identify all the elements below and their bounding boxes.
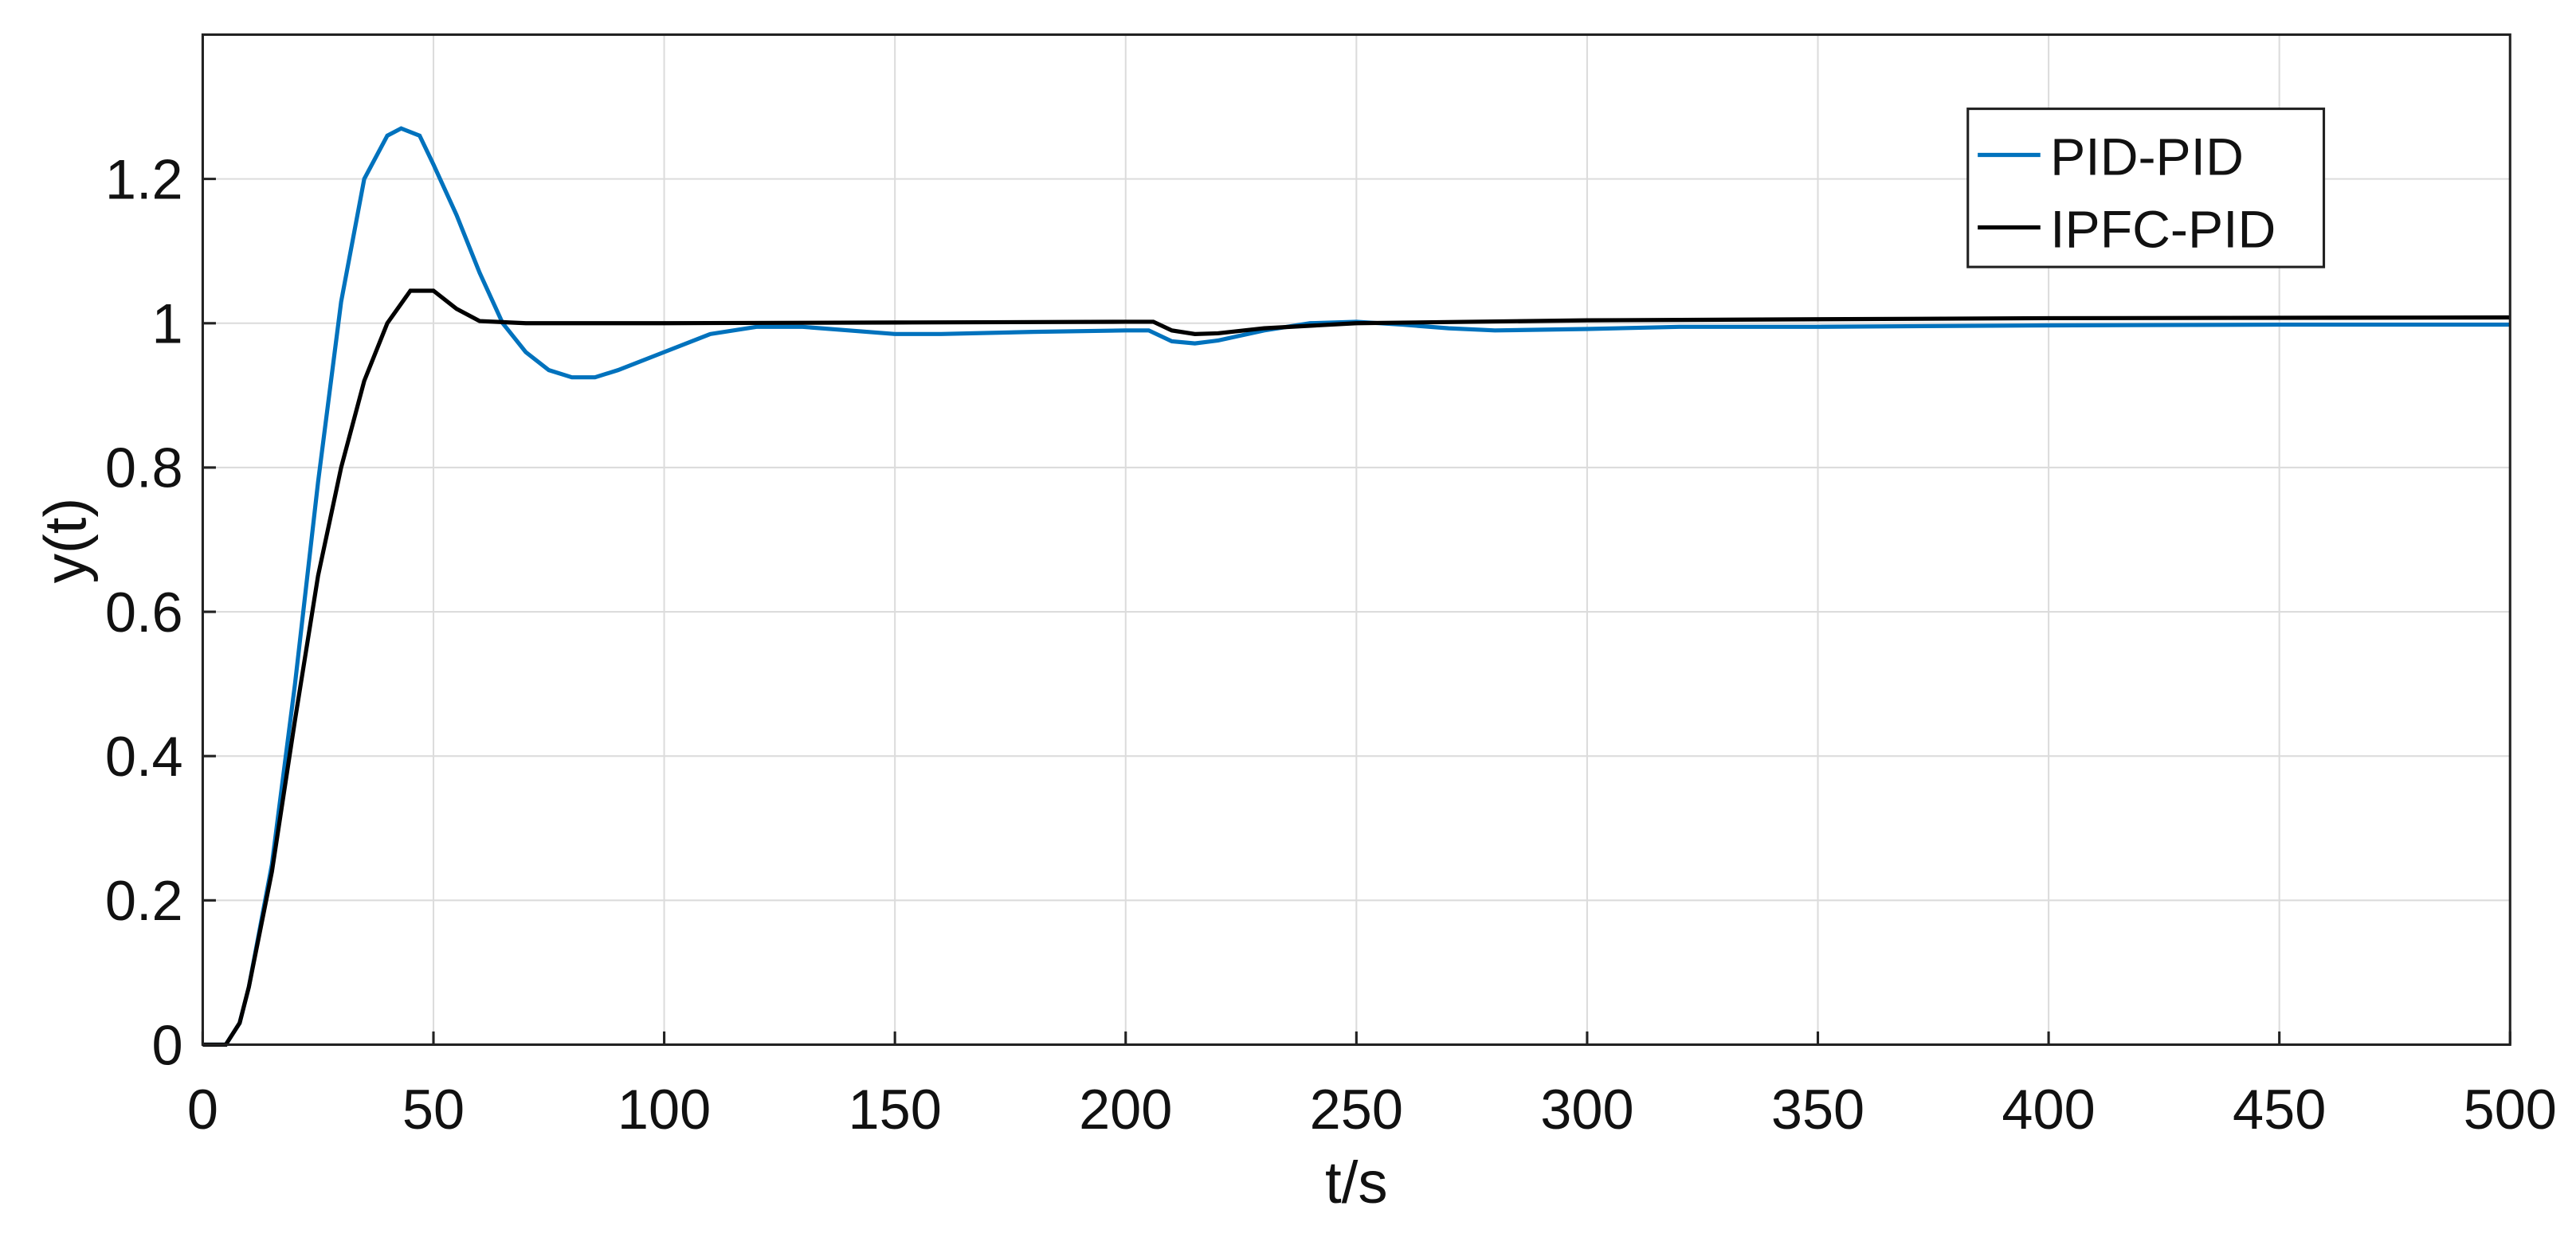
y-axis-label: y(t) bbox=[33, 498, 99, 583]
legend-label: IPFC-PID bbox=[2050, 200, 2276, 259]
y-tick-label: 0.6 bbox=[105, 581, 183, 644]
y-tick-label: 0.4 bbox=[105, 725, 183, 788]
legend-label: PID-PID bbox=[2050, 127, 2244, 186]
y-tick-label: 1 bbox=[151, 292, 182, 355]
y-tick-label: 1.2 bbox=[105, 147, 183, 210]
x-tick-label: 450 bbox=[2233, 1078, 2326, 1141]
y-tick-label: 0.2 bbox=[105, 869, 183, 932]
x-axis-label: t/s bbox=[1325, 1149, 1388, 1216]
line bbox=[202, 288, 2511, 1047]
x-tick-label: 350 bbox=[1771, 1078, 1864, 1141]
x-tick-label: 50 bbox=[402, 1078, 465, 1141]
x-tick-label: 250 bbox=[1310, 1078, 1403, 1141]
x-tick-label: 200 bbox=[1079, 1078, 1172, 1141]
y-tick-label: 0.8 bbox=[105, 437, 183, 499]
x-tick-label: 150 bbox=[849, 1078, 942, 1141]
x-tick-label: 500 bbox=[2464, 1078, 2557, 1141]
line bbox=[202, 126, 2511, 1047]
x-tick-label: 0 bbox=[187, 1078, 218, 1141]
y-tick-label: 0 bbox=[151, 1013, 182, 1076]
x-tick-label: 100 bbox=[618, 1078, 711, 1141]
legend-box bbox=[1966, 108, 2326, 268]
x-tick-label: 400 bbox=[2002, 1078, 2095, 1141]
x-tick-label: 300 bbox=[1540, 1078, 1633, 1141]
plot-frame bbox=[201, 33, 2511, 1047]
